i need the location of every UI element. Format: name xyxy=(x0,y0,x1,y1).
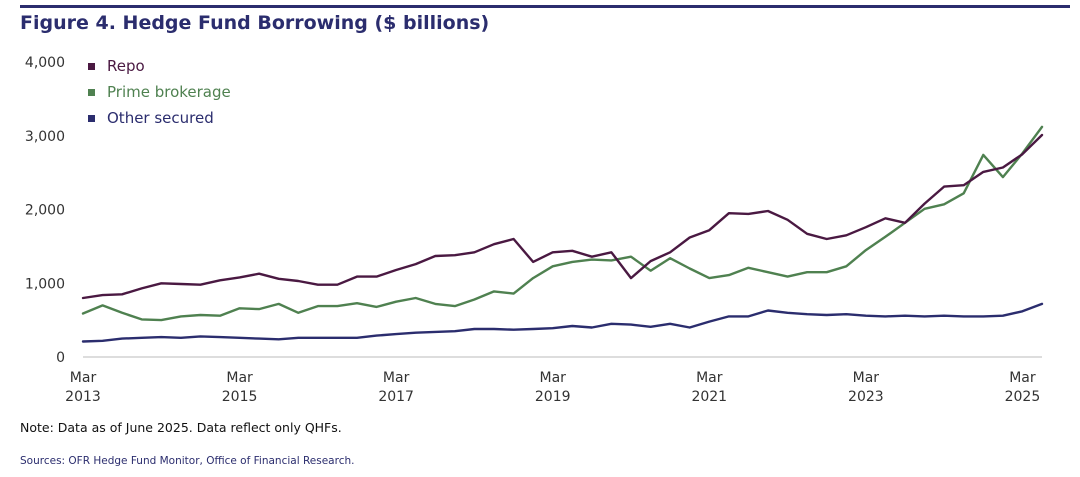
x-tick-label-year: 2019 xyxy=(535,389,571,405)
x-tick-label-month: Mar xyxy=(383,370,410,386)
legend-marker-repo xyxy=(88,63,95,70)
y-tick-label: 2,000 xyxy=(25,203,65,219)
x-tick-label-year: 2023 xyxy=(848,389,884,405)
legend-marker-other xyxy=(88,115,95,122)
legend-label-prime: Prime brokerage xyxy=(107,83,231,101)
x-tick-label-year: 2021 xyxy=(691,389,727,405)
y-tick-label: 3,000 xyxy=(25,129,65,145)
legend: Repo Prime brokerage Other secured xyxy=(88,57,231,127)
x-tick-label-year: 2025 xyxy=(1005,389,1041,405)
x-tick-label-month: Mar xyxy=(853,370,880,386)
series-line-other xyxy=(81,302,1044,343)
x-tick-label-year: 2015 xyxy=(222,389,258,405)
x-tick-label-year: 2017 xyxy=(378,389,414,405)
y-tick-labels: 0 1,000 2,000 3,000 4,000 xyxy=(25,55,65,366)
legend-label-repo: Repo xyxy=(107,57,145,75)
x-tick-label-year: 2013 xyxy=(65,389,101,405)
series-line-prime xyxy=(81,125,1044,322)
series-line-repo xyxy=(81,133,1044,300)
x-tick-label-month: Mar xyxy=(540,370,567,386)
x-tick-labels: Mar 2013 Mar 2015 Mar 2017 Mar 2019 Mar 2021 Mar 20… xyxy=(65,370,1040,405)
series-lines xyxy=(81,125,1044,343)
sources-text: Sources: OFR Hedge Fund Monitor, Office … xyxy=(20,455,355,467)
top-rule xyxy=(20,5,1070,8)
y-tick-label: 0 xyxy=(56,350,65,366)
y-tick-label: 4,000 xyxy=(25,55,65,71)
x-tick-label-month: Mar xyxy=(226,370,253,386)
legend-marker-prime xyxy=(88,89,95,96)
x-tick-label-month: Mar xyxy=(696,370,723,386)
y-tick-label: 1,000 xyxy=(25,276,65,292)
x-tick-label-month: Mar xyxy=(70,370,97,386)
note-text: Note: Data as of June 2025. Data reflect… xyxy=(20,420,342,435)
x-tick-label-month: Mar xyxy=(1009,370,1036,386)
figure-title: Figure 4. Hedge Fund Borrowing ($ billio… xyxy=(20,12,490,34)
legend-label-other: Other secured xyxy=(107,109,214,127)
